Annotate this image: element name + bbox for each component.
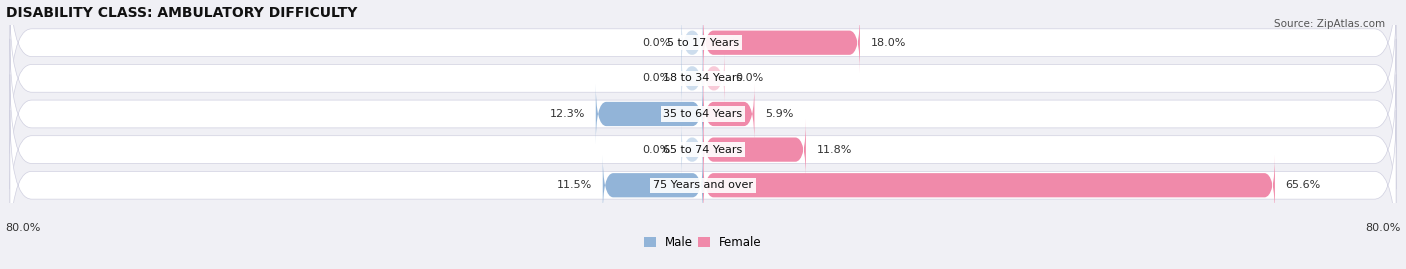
- Text: 5 to 17 Years: 5 to 17 Years: [666, 38, 740, 48]
- FancyBboxPatch shape: [603, 155, 703, 216]
- FancyBboxPatch shape: [10, 0, 1396, 118]
- Text: 0.0%: 0.0%: [643, 145, 671, 155]
- Text: DISABILITY CLASS: AMBULATORY DIFFICULTY: DISABILITY CLASS: AMBULATORY DIFFICULTY: [6, 6, 357, 20]
- FancyBboxPatch shape: [681, 48, 703, 109]
- FancyBboxPatch shape: [703, 83, 755, 145]
- Text: 80.0%: 80.0%: [6, 223, 41, 233]
- FancyBboxPatch shape: [10, 3, 1396, 154]
- Legend: Male, Female: Male, Female: [640, 232, 766, 254]
- FancyBboxPatch shape: [596, 83, 703, 145]
- Text: 11.8%: 11.8%: [817, 145, 852, 155]
- Text: 80.0%: 80.0%: [1365, 223, 1400, 233]
- FancyBboxPatch shape: [10, 75, 1396, 225]
- Text: 0.0%: 0.0%: [643, 73, 671, 83]
- Text: 18.0%: 18.0%: [870, 38, 905, 48]
- FancyBboxPatch shape: [10, 39, 1396, 189]
- FancyBboxPatch shape: [10, 110, 1396, 260]
- Text: 0.0%: 0.0%: [735, 73, 763, 83]
- Text: 75 Years and over: 75 Years and over: [652, 180, 754, 190]
- Text: 65 to 74 Years: 65 to 74 Years: [664, 145, 742, 155]
- FancyBboxPatch shape: [703, 48, 725, 109]
- FancyBboxPatch shape: [703, 12, 860, 73]
- FancyBboxPatch shape: [703, 119, 806, 180]
- Text: 18 to 34 Years: 18 to 34 Years: [664, 73, 742, 83]
- FancyBboxPatch shape: [703, 155, 1275, 216]
- Text: 35 to 64 Years: 35 to 64 Years: [664, 109, 742, 119]
- Text: 11.5%: 11.5%: [557, 180, 592, 190]
- FancyBboxPatch shape: [681, 12, 703, 73]
- FancyBboxPatch shape: [681, 119, 703, 180]
- Text: 65.6%: 65.6%: [1285, 180, 1320, 190]
- Text: 5.9%: 5.9%: [765, 109, 793, 119]
- Text: Source: ZipAtlas.com: Source: ZipAtlas.com: [1274, 19, 1385, 29]
- Text: 12.3%: 12.3%: [550, 109, 585, 119]
- Text: 0.0%: 0.0%: [643, 38, 671, 48]
